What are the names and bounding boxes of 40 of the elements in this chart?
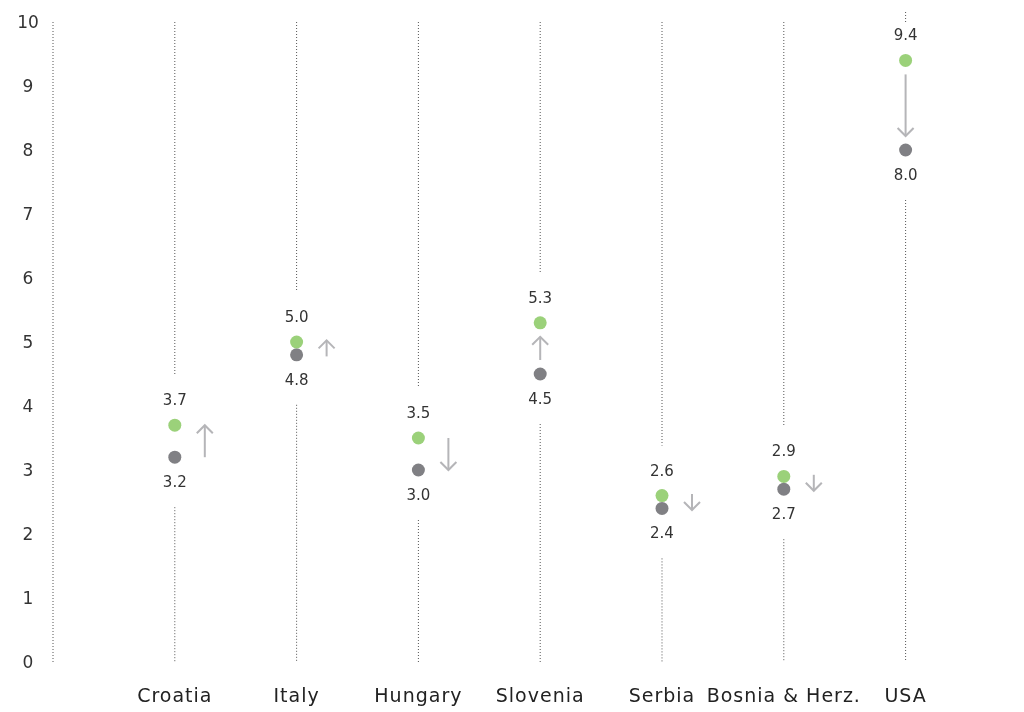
point xyxy=(777,469,791,483)
data-label: 3.2 xyxy=(162,473,187,492)
x-tick-label: Bosnia & Herz. xyxy=(706,684,861,706)
y-tick-label: 10 xyxy=(17,11,39,32)
y-tick-label: 0 xyxy=(22,651,34,672)
data-label: 5.0 xyxy=(284,308,309,326)
y-tick-label: 1 xyxy=(22,587,34,608)
y-tick-label: 6 xyxy=(22,267,34,288)
y-tick-label: 3 xyxy=(22,459,34,480)
point xyxy=(777,482,791,496)
point xyxy=(411,463,425,477)
point xyxy=(411,431,425,445)
data-label: 3.5 xyxy=(406,404,431,422)
x-tick-label: Hungary xyxy=(374,684,463,706)
x-tick-label: Serbia xyxy=(628,684,696,706)
data-label: 2.4 xyxy=(650,524,674,543)
point xyxy=(655,489,669,503)
x-tick-label: Italy xyxy=(273,684,320,706)
y-tick-label: 8 xyxy=(22,139,34,160)
data-label: 2.9 xyxy=(771,442,796,461)
data-label: 4.5 xyxy=(528,390,553,408)
data-label: 3.7 xyxy=(162,391,187,410)
y-tick-label: 2 xyxy=(22,523,34,544)
y-tick-label: 5 xyxy=(22,331,34,352)
x-tick-label: Slovenia xyxy=(495,684,585,706)
x-tick-label: Croatia xyxy=(137,684,213,706)
point xyxy=(899,143,913,157)
data-label: 4.8 xyxy=(284,370,309,389)
data-label: 5.3 xyxy=(528,288,553,307)
y-tick-label: 9 xyxy=(22,75,34,96)
point xyxy=(899,53,913,67)
data-label: 9.4 xyxy=(893,26,918,45)
data-label: 8.0 xyxy=(893,166,918,184)
data-label: 3.0 xyxy=(406,486,431,504)
y-tick-label: 7 xyxy=(22,203,34,224)
data-label: 2.6 xyxy=(650,461,674,480)
data-label: 2.7 xyxy=(771,505,796,524)
x-tick-label: USA xyxy=(884,684,927,706)
point xyxy=(655,501,669,515)
y-tick-label: 4 xyxy=(22,395,34,416)
